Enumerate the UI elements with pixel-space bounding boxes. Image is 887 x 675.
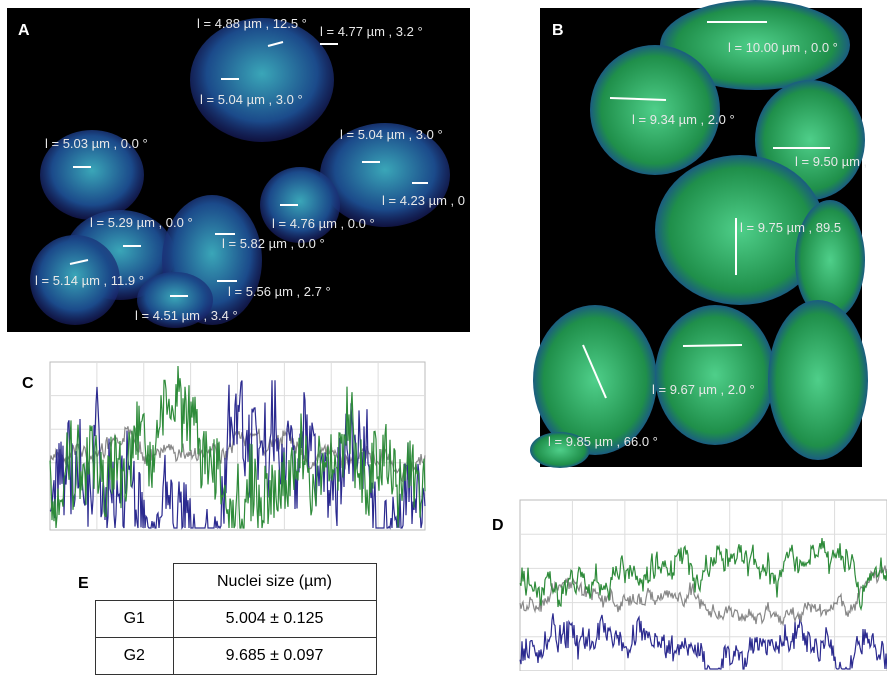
panel-label: E bbox=[78, 575, 89, 592]
measurements-a: l = 4.88 µm , 12.5 ° l = 4.77 µm , 3.2 ° l… bbox=[35, 16, 465, 323]
value-cell: 5.004 ± 0.125 bbox=[172, 600, 377, 638]
measurement-label: l = 9.85 µm , 66.0 ° bbox=[548, 434, 658, 449]
panel-label: B bbox=[552, 22, 564, 39]
measurement-label: l = 4.51 µm , 3.4 ° bbox=[135, 308, 238, 323]
measurement-label: l = 5.29 µm , 0.0 ° bbox=[90, 215, 193, 230]
group-cell: G1 bbox=[95, 600, 174, 638]
cells-a bbox=[30, 18, 450, 328]
panel-label: D bbox=[492, 517, 504, 534]
trace bbox=[49, 365, 426, 529]
measurement-label: l = 5.04 µm , 3.0 ° bbox=[200, 92, 303, 107]
trace bbox=[519, 613, 887, 670]
measurement-label: l = 10.00 µm , 0.0 ° bbox=[728, 40, 838, 55]
measurement-label: l = 4.77 µm , 3.2 ° bbox=[320, 24, 423, 39]
corner-cell bbox=[95, 563, 174, 601]
measurement-label: l = 5.56 µm , 2.7 ° bbox=[228, 284, 331, 299]
plot-c bbox=[49, 361, 426, 531]
panel-label: C bbox=[22, 375, 34, 392]
measurement-label: l = 5.14 µm , 11.9 ° bbox=[35, 273, 144, 288]
measurement-label: l = 9.50 µm , bbox=[795, 154, 867, 169]
group-cell: G2 bbox=[95, 637, 174, 675]
scale-lines-b bbox=[582, 21, 830, 399]
measurement-label: l = 4.88 µm , 12.5 ° bbox=[197, 16, 307, 31]
measurements-b: l = 10.00 µm , 0.0 ° l = 9.34 µm , 2.0 ° l… bbox=[548, 40, 867, 449]
measurement-label: l = 5.82 µm , 0.0 ° bbox=[222, 236, 325, 251]
size-table: Nuclei size (µm) G1 5.004 ± 0.125 G2 9.6… bbox=[95, 563, 377, 675]
trace bbox=[519, 537, 887, 612]
plot-d bbox=[519, 499, 887, 671]
measurement-label: l = 9.34 µm , 2.0 ° bbox=[632, 112, 735, 127]
panel-label: A bbox=[18, 22, 30, 39]
trace bbox=[519, 565, 887, 627]
measurement-label: l = 9.67 µm , 2.0 ° bbox=[652, 382, 755, 397]
cells-b bbox=[530, 0, 868, 468]
scale-lines-a bbox=[69, 41, 428, 297]
measurement-label: l = 9.75 µm , 89.5 bbox=[740, 220, 841, 235]
header-cell: Nuclei size (µm) bbox=[172, 563, 377, 601]
measurement-label: l = 5.04 µm , 3.0 ° bbox=[340, 127, 443, 142]
measurement-label: l = 5.03 µm , 0.0 ° bbox=[45, 136, 148, 151]
measurement-label: l = 4.76 µm , 0.0 ° bbox=[272, 216, 375, 231]
measurement-label: l = 4.23 µm , 0 bbox=[382, 193, 465, 208]
value-cell: 9.685 ± 0.097 bbox=[172, 637, 377, 675]
